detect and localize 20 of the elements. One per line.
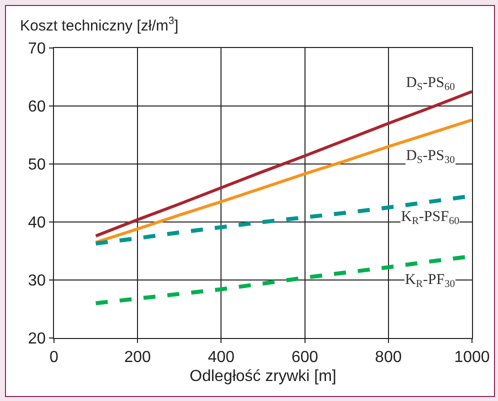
y-tick-label: 40 [28, 214, 46, 232]
y-tick-label: 60 [28, 98, 46, 116]
y-tick-label: 20 [28, 330, 46, 348]
x-tick-label: 800 [375, 349, 402, 366]
x-tick-label: 400 [208, 349, 235, 366]
x-tick-label: 1000 [454, 349, 490, 366]
x-tick-label: 600 [291, 349, 318, 366]
y-axis-title: Koszt techniczny [zł/m$^{3}$] [20, 15, 178, 34]
series-label: D$_{S}$-PS$_{30}$ [406, 148, 455, 166]
y-tick-label: 30 [28, 272, 46, 290]
y-tick-label: 50 [28, 156, 46, 174]
x-tick-label: 0 [50, 349, 59, 366]
x-tick-label: 200 [124, 349, 152, 366]
y-tick-label: 70 [28, 40, 46, 58]
series-label: K$_{R}$-PSF$_{60}$ [401, 209, 460, 228]
series-label: K$_{R}$-PF$_{30}$ [405, 272, 456, 290]
line-series [94, 118, 472, 244]
series-label: D$_{S}$-PS$_{60}$ [406, 75, 455, 94]
x-axis-title: Odległość zrywki [m] [190, 368, 336, 385]
line-series [94, 90, 472, 238]
